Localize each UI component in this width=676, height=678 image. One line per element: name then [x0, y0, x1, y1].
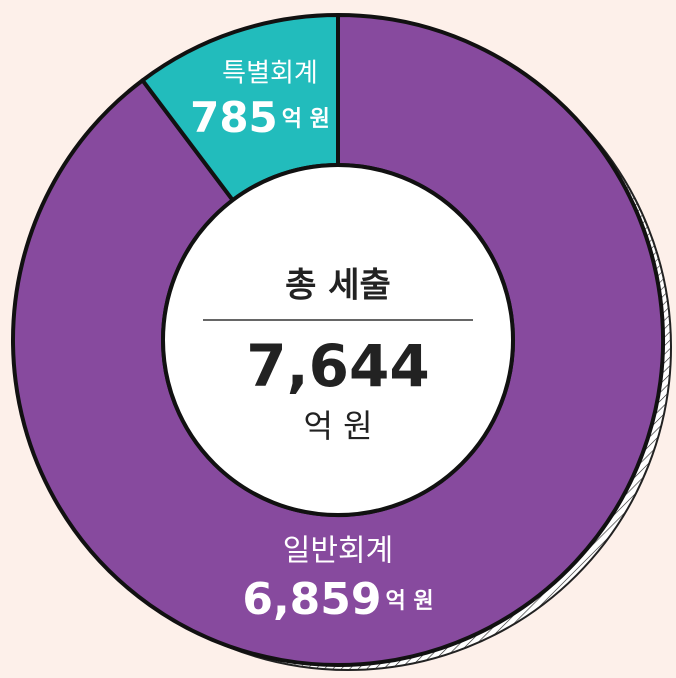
- slice-value-number: 6,859: [242, 574, 381, 625]
- slice-value: 785 억 원: [190, 93, 330, 142]
- center-circle: [161, 163, 515, 517]
- slice-value-unit: 억 원: [386, 589, 434, 614]
- slice-value-unit: 억 원: [282, 107, 330, 132]
- slice-value-number: 785: [190, 93, 278, 142]
- center-unit: 억 원: [303, 407, 372, 445]
- slices: [11, 13, 665, 667]
- center-title: 총 세출: [285, 266, 391, 306]
- slice-name: 일반회계: [283, 534, 393, 569]
- slice-name: 특별회계: [222, 59, 318, 89]
- slice-value: 6,859 억 원: [242, 574, 433, 625]
- center-total: 7,644: [246, 332, 429, 400]
